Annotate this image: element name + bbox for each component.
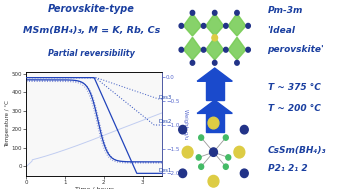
Text: 'Ideal: 'Ideal: [268, 26, 296, 36]
Circle shape: [196, 155, 201, 160]
Y-axis label: Weight, g/u: Weight, g/u: [183, 109, 188, 139]
Text: Des1: Des1: [159, 168, 172, 174]
Circle shape: [212, 35, 218, 41]
Circle shape: [179, 169, 187, 177]
Polygon shape: [206, 13, 224, 36]
Circle shape: [240, 125, 248, 134]
Circle shape: [209, 148, 218, 156]
Circle shape: [190, 10, 195, 15]
Polygon shape: [228, 13, 246, 36]
Circle shape: [201, 23, 206, 28]
Text: T ~ 375 °C: T ~ 375 °C: [268, 83, 320, 92]
Circle shape: [208, 117, 219, 129]
Circle shape: [179, 47, 183, 52]
Circle shape: [246, 47, 250, 52]
Text: T ~ 200 °C: T ~ 200 °C: [268, 104, 320, 113]
Polygon shape: [206, 37, 224, 60]
Circle shape: [246, 23, 250, 28]
Text: P2₁ 2₁ 2: P2₁ 2₁ 2: [268, 164, 307, 174]
Circle shape: [223, 164, 228, 169]
Polygon shape: [183, 13, 201, 36]
Circle shape: [190, 60, 195, 65]
Circle shape: [199, 135, 203, 140]
Circle shape: [208, 175, 219, 187]
Polygon shape: [183, 37, 201, 60]
Text: Des3: Des3: [159, 95, 172, 100]
Bar: [206, 113, 224, 132]
Circle shape: [235, 60, 239, 65]
Circle shape: [234, 146, 245, 158]
Text: MSm(BH₄)₃, M = K, Rb, Cs: MSm(BH₄)₃, M = K, Rb, Cs: [23, 26, 160, 36]
Text: Partial reversibility: Partial reversibility: [48, 49, 135, 58]
Text: perovskite': perovskite': [268, 45, 324, 54]
Text: Des2: Des2: [159, 119, 172, 124]
Circle shape: [223, 135, 228, 140]
Circle shape: [179, 125, 187, 134]
Text: CsSm(BH₄)₃: CsSm(BH₄)₃: [268, 146, 326, 155]
Circle shape: [235, 10, 239, 15]
Bar: [206, 81, 224, 100]
X-axis label: Time / hours: Time / hours: [75, 186, 114, 189]
Circle shape: [213, 60, 217, 65]
Polygon shape: [197, 68, 232, 81]
Text: Perovskite-type: Perovskite-type: [48, 4, 135, 14]
Circle shape: [182, 146, 193, 158]
Circle shape: [224, 47, 228, 52]
Circle shape: [213, 10, 217, 15]
Circle shape: [224, 23, 228, 28]
Circle shape: [201, 47, 206, 52]
Polygon shape: [228, 37, 246, 60]
Y-axis label: Temperature / °C: Temperature / °C: [5, 100, 10, 147]
Polygon shape: [197, 100, 232, 113]
Circle shape: [226, 155, 231, 160]
Circle shape: [240, 169, 248, 177]
Circle shape: [179, 23, 183, 28]
Circle shape: [199, 164, 203, 169]
Text: Pm-3m: Pm-3m: [268, 6, 303, 15]
